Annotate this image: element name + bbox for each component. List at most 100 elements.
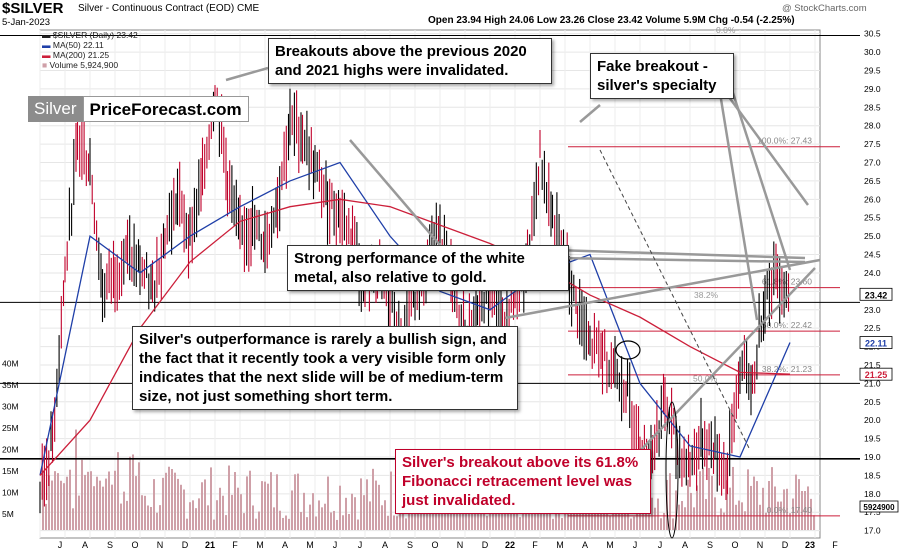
volume-bar	[543, 508, 545, 530]
pointer-line	[504, 258, 821, 320]
volume-bar	[696, 485, 698, 530]
volume-bar	[684, 507, 686, 530]
y-tick-label: 19.5	[864, 434, 881, 444]
volume-bar	[87, 471, 89, 530]
volume-bar	[429, 513, 431, 530]
x-tick-label: J	[633, 540, 638, 550]
y-tick-label: 25.5	[864, 213, 881, 223]
y-tick-label: 20.5	[864, 397, 881, 407]
volume-bar	[114, 470, 116, 530]
chart-legend: ▬ $SILVER (Daily) 23.42 ▬ MA(50) 22.11 ▬…	[42, 30, 138, 70]
y-tick-label: 17.0	[864, 526, 881, 536]
volume-bar	[375, 480, 377, 530]
volume-bar	[759, 504, 761, 530]
volume-bar	[399, 509, 401, 530]
volume-bar	[177, 478, 179, 530]
volume-bar	[321, 507, 323, 530]
fib-extra-label: 38.2%	[694, 290, 719, 300]
volume-bar	[279, 510, 281, 530]
volume-bar	[66, 476, 68, 530]
x-tick-label: S	[407, 540, 413, 550]
ma50-tag-text: 22.11	[865, 339, 887, 349]
volume-bar	[786, 488, 788, 530]
volume-bar	[384, 500, 386, 530]
x-tick-label: M	[556, 540, 564, 550]
volume-bar	[687, 479, 689, 530]
volume-bar	[213, 519, 215, 530]
volume-bar	[255, 518, 257, 530]
volume-bar	[633, 516, 635, 530]
volume-bar	[726, 480, 728, 530]
volume-bar	[165, 472, 167, 530]
y-tick-label: 18.0	[864, 489, 881, 499]
y-tick-label: 27.0	[864, 158, 881, 168]
fib-label: 61.8%: 23.60	[762, 277, 812, 287]
volume-bar	[330, 512, 332, 530]
volume-bar	[222, 495, 224, 530]
volume-bar	[153, 479, 155, 530]
volume-bar	[96, 476, 98, 530]
volume-bar	[249, 470, 251, 530]
fib-extra-label: 50.0%	[693, 374, 718, 384]
volume-bar	[198, 498, 200, 530]
volume-bar	[54, 471, 56, 530]
chart-date: 5-Jan-2023	[2, 17, 51, 28]
legend-volume: ■ Volume 5,924,900	[42, 60, 119, 70]
volume-bar	[354, 497, 356, 530]
volume-bar	[186, 518, 188, 530]
volume-bar	[117, 452, 119, 530]
volume-bar	[693, 507, 695, 530]
volume-bar	[63, 483, 65, 530]
volume-bar	[750, 485, 752, 530]
volume-bar	[366, 479, 368, 530]
volume-bar	[126, 500, 128, 530]
volume-bar	[378, 484, 380, 530]
volume-bar	[756, 481, 758, 530]
highlight-ellipse	[665, 401, 679, 539]
volume-bar	[297, 473, 299, 530]
chart-description: Silver - Continuous Contract (EOD) CME	[78, 3, 260, 14]
volume-bar	[300, 511, 302, 530]
volume-bar	[396, 516, 398, 530]
x-tick-label: F	[532, 540, 538, 550]
pointer-line	[579, 104, 601, 123]
volume-bar	[519, 517, 521, 530]
volume-bar	[801, 490, 803, 530]
volume-bar	[129, 456, 131, 530]
volume-bar	[594, 510, 596, 530]
volume-bar	[315, 516, 317, 530]
volume-bar	[57, 473, 59, 530]
close-tag-text: 23.42	[865, 290, 888, 300]
y-tick-label: 18.5	[864, 470, 881, 480]
legend-price: ▬ $SILVER (Daily) 23.42	[42, 30, 138, 40]
volume-bar	[369, 501, 371, 530]
volume-tick-label: 25M	[2, 423, 19, 433]
volume-bar	[159, 505, 161, 530]
volume-bar	[588, 498, 590, 530]
volume-tick-label: 30M	[2, 402, 19, 412]
volume-bar	[708, 467, 710, 530]
volume-bar	[792, 498, 794, 530]
volume-bar	[231, 494, 233, 530]
volume-bar	[630, 518, 632, 530]
volume-bar	[258, 511, 260, 530]
logo-priceforecast: PriceForecast.com	[82, 96, 249, 122]
fib-label: 38.2%: 21.23	[762, 364, 812, 374]
volume-bar	[807, 486, 809, 530]
volume-bar	[360, 478, 362, 530]
fib-label: 100.0%: 27.43	[757, 136, 812, 146]
x-tick-label: O	[431, 540, 438, 550]
volume-bar	[768, 481, 770, 530]
volume-bar	[327, 476, 329, 530]
volume-bar	[189, 502, 191, 530]
annotation-fib-breakout: Silver's breakout above its 61.8% Fibona…	[395, 449, 651, 514]
volume-bar	[195, 508, 197, 530]
volume-bar	[714, 497, 716, 530]
y-tick-label: 19.0	[864, 452, 881, 462]
volume-tick-label: 5M	[2, 509, 14, 519]
volume-bar	[717, 515, 719, 530]
x-tick-label: O	[731, 540, 738, 550]
annotation-breakouts: Breakouts above the previous 2020 and 20…	[268, 38, 552, 84]
volume-bar	[312, 493, 314, 530]
